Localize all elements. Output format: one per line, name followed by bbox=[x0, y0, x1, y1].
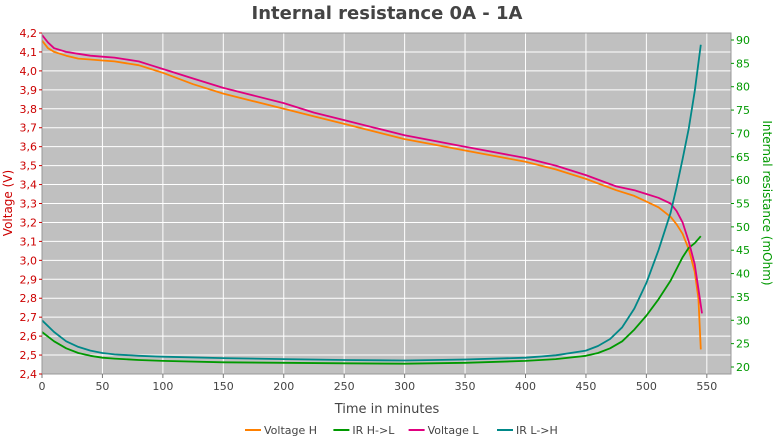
x-axis-label: Time in minutes bbox=[334, 402, 440, 417]
y-right-tick-label: 20 bbox=[736, 361, 750, 374]
y-right-tick-label: 85 bbox=[736, 57, 750, 70]
y-right-tick-label: 50 bbox=[736, 221, 750, 234]
y-left-tick-label: 4,1 bbox=[20, 46, 38, 59]
y-right-tick-label: 90 bbox=[736, 34, 750, 47]
x-axis-ticks: 0 50 100 150 200 250 300 350 400 450 500 550 bbox=[39, 374, 717, 393]
x-tick-label: 250 bbox=[334, 380, 355, 393]
y-left-tick-label: 3,0 bbox=[20, 254, 38, 267]
y-right-axis-label: Internal resistance (mOhm) bbox=[760, 120, 774, 285]
y-left-tick-label: 2,5 bbox=[20, 349, 38, 362]
y-left-tick-label: 3,6 bbox=[20, 141, 38, 154]
legend-label-ir-h-l: IR H->L bbox=[352, 424, 395, 437]
y-right-tick-label: 80 bbox=[736, 81, 750, 94]
legend-label-ir-l-h: IR L->H bbox=[516, 424, 558, 437]
y-left-tick-label: 2,8 bbox=[20, 292, 38, 305]
x-tick-label: 0 bbox=[39, 380, 46, 393]
y-left-tick-label: 2,4 bbox=[20, 368, 38, 381]
series-line-ir-h-l bbox=[41, 235, 702, 365]
y-left-tick-label: 3,4 bbox=[20, 179, 38, 192]
chart-title: Internal resistance 0A - 1A bbox=[252, 3, 523, 24]
series-group bbox=[41, 34, 703, 365]
x-tick-label: 200 bbox=[273, 380, 294, 393]
y-left-tick-label: 4,2 bbox=[20, 27, 38, 40]
y-left-tick-label: 3,9 bbox=[20, 84, 38, 97]
x-tick-label: 400 bbox=[515, 380, 536, 393]
y-left-tick-label: 3,2 bbox=[20, 216, 38, 229]
x-tick-label: 350 bbox=[455, 380, 476, 393]
y-left-axis-ticks: 2,4 2,5 2,6 2,7 2,8 2,9 3,0 3,1 3,2 3,3 3,4 3,5 3,6 3… bbox=[20, 27, 42, 381]
series-line-voltage-h bbox=[41, 40, 702, 350]
x-tick-label: 450 bbox=[575, 380, 596, 393]
y-left-tick-label: 3,7 bbox=[20, 122, 38, 135]
series-line-voltage-l bbox=[41, 34, 703, 314]
grid bbox=[41, 32, 731, 375]
y-right-tick-label: 40 bbox=[736, 268, 750, 281]
y-left-axis-label: Voltage (V) bbox=[1, 170, 15, 236]
y-right-tick-label: 65 bbox=[736, 151, 750, 164]
y-left-tick-label: 2,7 bbox=[20, 311, 38, 324]
x-tick-label: 500 bbox=[636, 380, 657, 393]
series-line-ir-l-h bbox=[41, 44, 702, 362]
y-left-tick-label: 4,0 bbox=[20, 65, 38, 78]
y-left-tick-label: 2,6 bbox=[20, 330, 38, 343]
x-tick-label: 100 bbox=[152, 380, 173, 393]
y-right-axis-ticks: 20 25 30 35 40 45 50 55 60 65 70 75 80 85 90 bbox=[731, 34, 750, 374]
y-left-tick-label: 3,1 bbox=[20, 235, 38, 248]
x-tick-label: 550 bbox=[696, 380, 717, 393]
y-left-tick-label: 3,3 bbox=[20, 198, 38, 211]
y-left-tick-label: 3,8 bbox=[20, 103, 38, 116]
y-right-tick-label: 25 bbox=[736, 338, 750, 351]
legend: Voltage H IR H->L Voltage L IR L->H bbox=[245, 424, 558, 437]
y-right-tick-label: 55 bbox=[736, 198, 750, 211]
legend-label-voltage-l: Voltage L bbox=[428, 424, 480, 437]
y-right-tick-label: 70 bbox=[736, 127, 750, 140]
y-right-tick-label: 35 bbox=[736, 291, 750, 304]
legend-label-voltage-h: Voltage H bbox=[264, 424, 317, 437]
y-right-tick-label: 30 bbox=[736, 314, 750, 327]
x-tick-label: 150 bbox=[213, 380, 234, 393]
y-right-tick-label: 60 bbox=[736, 174, 750, 187]
y-right-tick-label: 45 bbox=[736, 244, 750, 257]
x-tick-label: 50 bbox=[95, 380, 109, 393]
y-right-tick-label: 75 bbox=[736, 104, 750, 117]
y-left-tick-label: 3,5 bbox=[20, 160, 38, 173]
y-left-tick-label: 2,9 bbox=[20, 273, 38, 286]
x-tick-label: 300 bbox=[394, 380, 415, 393]
